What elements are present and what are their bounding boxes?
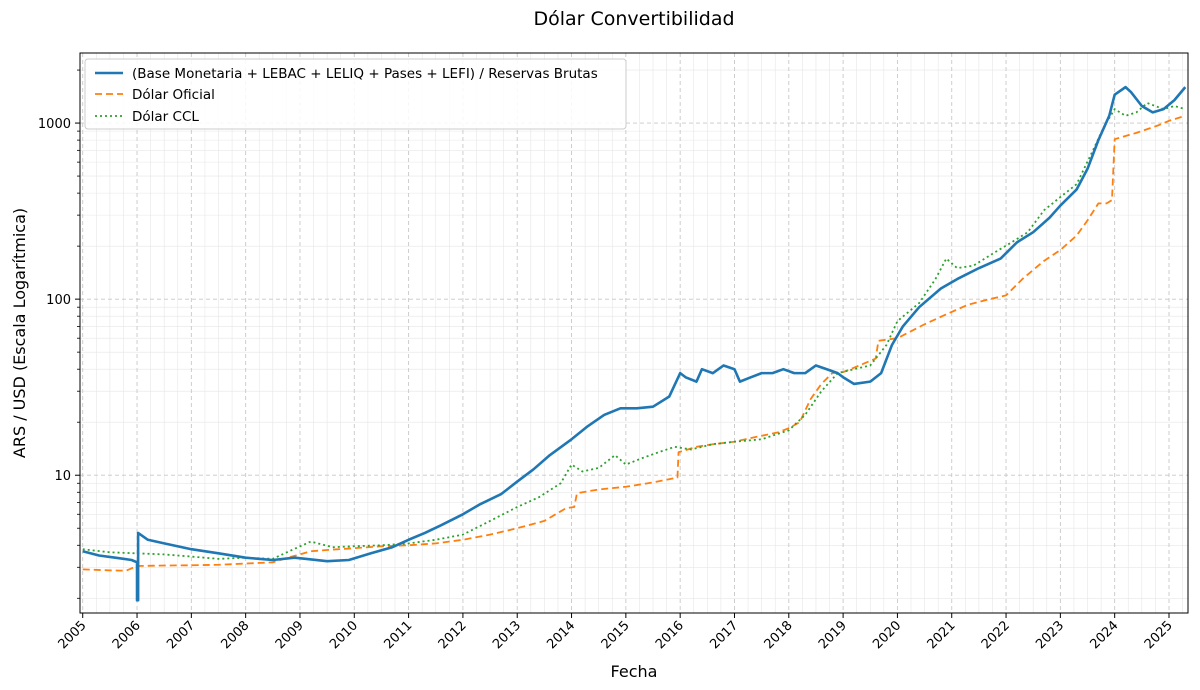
x-tick-label: 2018 [762, 618, 796, 652]
x-tick-label: 2006 [110, 618, 144, 652]
y-axis-title: ARS / USD (Escala Logarítmica) [10, 208, 29, 458]
x-tick-label: 2012 [436, 618, 470, 652]
x-tick-label: 2008 [218, 618, 252, 652]
legend-label-2: Dólar CCL [132, 109, 199, 125]
legend-label-0: (Base Monetaria + LEBAC + LELIQ + Pases … [132, 66, 598, 82]
x-tick-label: 2022 [979, 618, 1013, 652]
plot-frame [79, 52, 1189, 614]
x-tick-label: 2019 [816, 618, 850, 652]
minor-grid [80, 53, 1188, 613]
x-tick-label: 2014 [544, 618, 578, 652]
series-line-0 [82, 85, 1187, 602]
x-tick-label: 2025 [1142, 618, 1176, 652]
series-line-2 [82, 102, 1186, 560]
x-tick-label: 2015 [599, 618, 633, 652]
x-tick-label: 2005 [56, 618, 90, 652]
y-tick-label: 1000 [38, 117, 71, 132]
x-tick-label: 2023 [1033, 618, 1067, 652]
series-line-1 [82, 114, 1186, 572]
legend-box [84, 58, 627, 130]
x-tick-label: 2017 [707, 618, 741, 652]
chart-title: Dólar Convertibilidad [533, 8, 734, 30]
y-ticks: 10 100 1000 [38, 69, 80, 599]
y-tick-label: 10 [54, 469, 71, 484]
x-tick-label: 2016 [653, 618, 687, 652]
x-ticks: 2005 2006 2007 2008 2009 2010 2011 2012 2013 2014… [56, 613, 1176, 652]
y-tick-label: 100 [46, 293, 71, 308]
legend-label-1: Dólar Oficial [132, 87, 215, 103]
x-tick-label: 2011 [381, 618, 415, 652]
x-tick-label: 2024 [1087, 618, 1121, 652]
legend: (Base Monetaria + LEBAC + LELIQ + Pases … [84, 58, 627, 130]
x-tick-label: 2009 [273, 618, 307, 652]
x-axis-title: Fecha [611, 662, 658, 681]
x-tick-label: 2021 [925, 618, 959, 652]
x-tick-label: 2010 [327, 618, 361, 652]
major-grid [80, 53, 1188, 613]
x-tick-label: 2007 [164, 618, 198, 652]
plot-lines [82, 85, 1187, 602]
x-tick-label: 2013 [490, 618, 524, 652]
x-tick-label: 2020 [870, 618, 904, 652]
